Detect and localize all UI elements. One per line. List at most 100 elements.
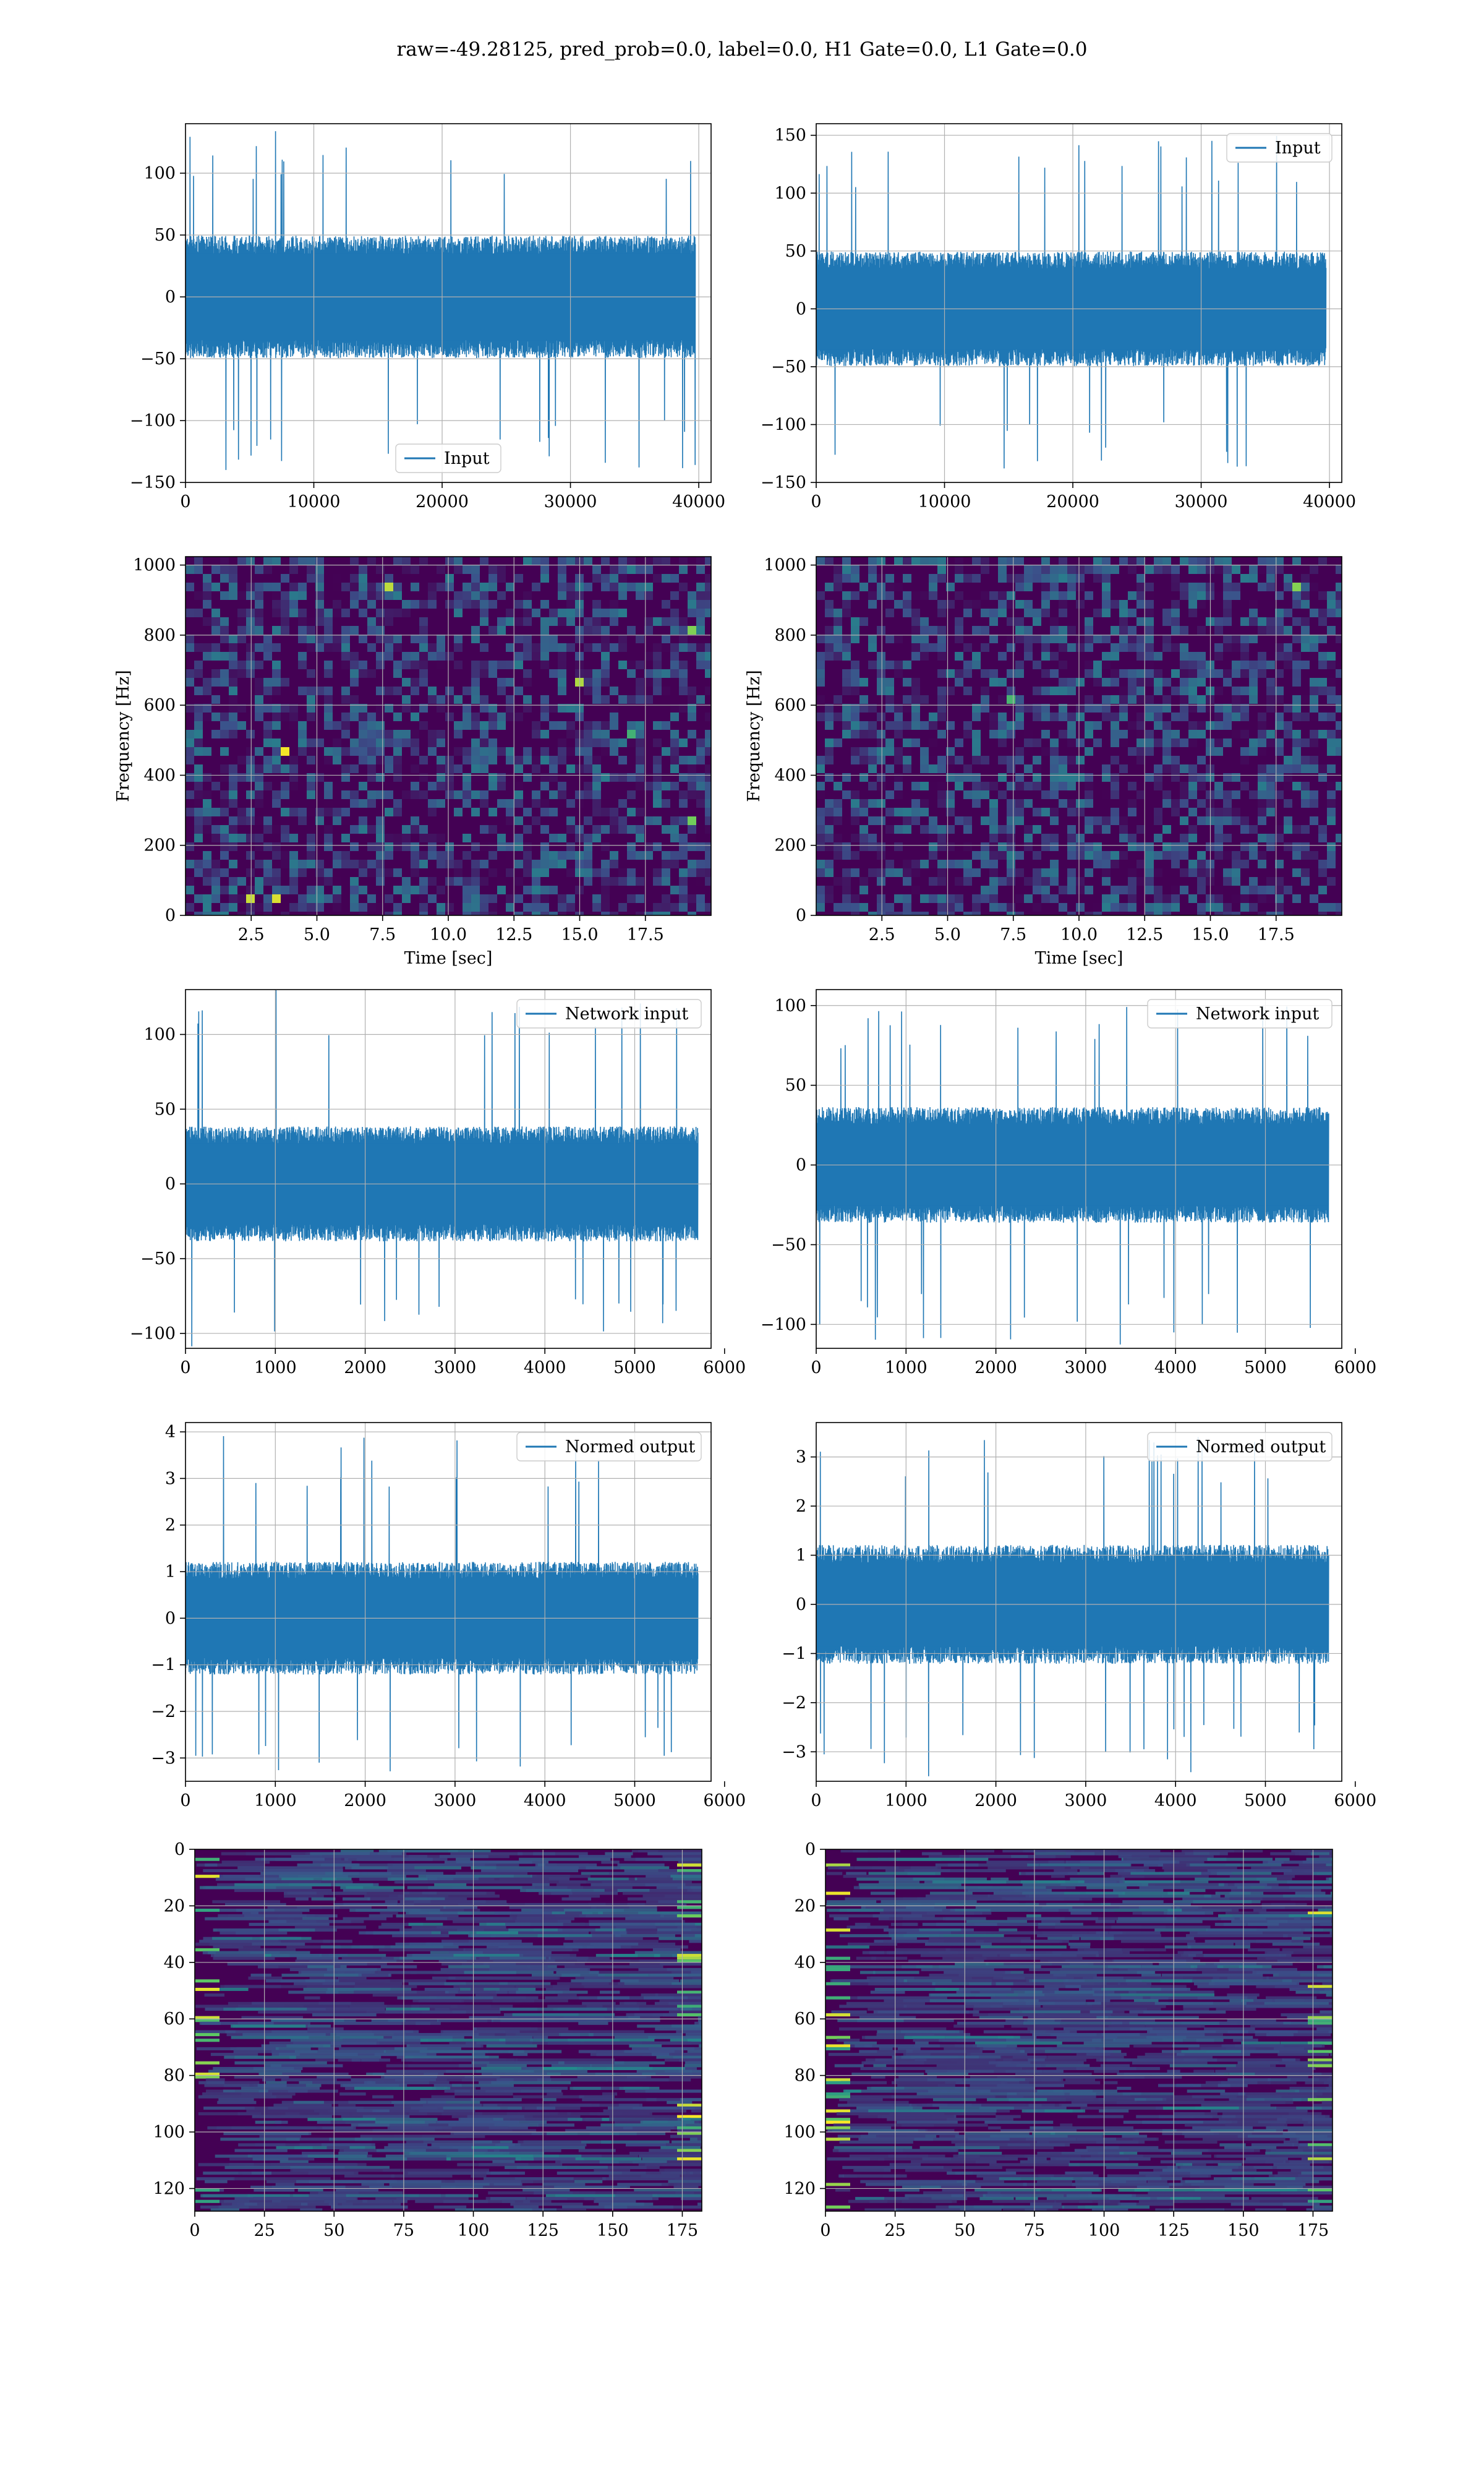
heatmap-streak: [1020, 1931, 1096, 1935]
heatmap-cell: [514, 617, 523, 626]
heatmap-cell: [1336, 730, 1342, 738]
heatmap-cell: [211, 894, 220, 903]
heatmap-cell: [1240, 704, 1249, 713]
x-tick-label: 3000: [434, 1358, 477, 1377]
heatmap-cell: [194, 782, 203, 790]
heatmap-streak: [458, 1903, 526, 1906]
heatmap-streak: [1263, 1860, 1333, 1864]
heatmap-cell: [229, 704, 237, 713]
heatmap-cell: [1188, 721, 1197, 730]
heatmap-cell: [1093, 851, 1102, 860]
heatmap-streak: [700, 2172, 702, 2175]
heatmap-cell: [903, 877, 911, 886]
heatmap-cell: [1327, 687, 1336, 695]
heatmap-streak: [1209, 1852, 1228, 1856]
heatmap-streak: [591, 1883, 686, 1886]
heatmap-streak: [950, 1908, 1059, 1912]
heatmap-streak: [343, 1888, 394, 1893]
heatmap-cell: [350, 574, 359, 583]
heatmap-streak: [1275, 1857, 1290, 1861]
heatmap-cell: [825, 756, 834, 764]
heatmap-cell: [220, 790, 229, 799]
heatmap-cell: [636, 773, 644, 782]
heatmap-cell: [1059, 773, 1067, 782]
heatmap-cell: [679, 617, 688, 626]
heatmap-streak: [674, 2177, 702, 2181]
heatmap-streak: [565, 1937, 643, 1940]
heatmap-cell: [937, 652, 946, 661]
legend-box: [516, 999, 702, 1029]
heatmap-cell: [592, 687, 601, 695]
heatmap-streak: [290, 2039, 394, 2042]
heatmap-cell: [315, 565, 324, 574]
heatmap-cell: [1059, 600, 1067, 609]
heatmap-cell: [341, 764, 350, 773]
heatmap-streak: [691, 1985, 702, 1988]
heatmap-streak: [845, 1897, 948, 1901]
heatmap-streak: [515, 2058, 615, 2062]
heatmap-cell: [211, 730, 220, 738]
heatmap-cell: [937, 756, 946, 764]
heatmap-cell: [1128, 894, 1136, 903]
heatmap-cell: [1119, 738, 1128, 747]
heatmap-cell: [955, 894, 963, 903]
heatmap-cell: [963, 860, 972, 868]
heatmap-cell: [688, 782, 696, 790]
heatmap-cell: [203, 652, 211, 661]
heatmap-streak: [271, 2199, 367, 2203]
heatmap-cell: [1318, 825, 1327, 834]
y-tick-label: 120: [153, 2179, 185, 2198]
heatmap-cell: [376, 860, 385, 868]
heatmap-cell: [1111, 721, 1119, 730]
heatmap-cell: [229, 877, 237, 886]
heatmap-streak: [687, 2050, 702, 2053]
heatmap-cell: [825, 704, 834, 713]
heatmap-cell: [194, 661, 203, 669]
heatmap-cell: [246, 808, 255, 816]
heatmap-cell: [497, 782, 506, 790]
heatmap-cell: [705, 591, 711, 600]
heatmap-cell: [696, 756, 705, 764]
heatmap-streak: [411, 2126, 509, 2129]
heatmap-cell: [1136, 825, 1145, 834]
heatmap-streak: [556, 1971, 599, 1974]
heatmap-streak: [472, 2035, 533, 2039]
heatmap-streak: [617, 2016, 641, 2019]
heatmap-streak: [499, 2039, 534, 2042]
heatmap-streak: [383, 2168, 489, 2172]
heatmap-streak: [246, 2109, 357, 2113]
x-axis-label: Time [sec]: [404, 949, 493, 968]
heatmap-cell: [194, 816, 203, 825]
heatmap-cell: [1318, 678, 1327, 687]
heatmap-streak: [966, 1920, 1028, 1924]
heatmap-streak: [454, 2180, 521, 2183]
heatmap-cell: [419, 825, 428, 834]
heatmap-cell: [246, 894, 255, 903]
heatmap-streak: [586, 2005, 603, 2008]
heatmap-streak: [591, 1906, 629, 1909]
heatmap-cell: [1007, 816, 1015, 825]
heatmap-streak: [684, 2064, 702, 2068]
heatmap-cell: [367, 842, 376, 851]
heatmap-streak: [1037, 1880, 1085, 1884]
heatmap-cell: [636, 635, 644, 643]
heatmap-cell: [1085, 730, 1093, 738]
heatmap-cell: [842, 557, 851, 565]
heatmap-cell: [298, 721, 307, 730]
heatmap-streak: [637, 2024, 702, 2028]
heatmap-cell: [1067, 834, 1076, 842]
heatmap-cell: [972, 713, 981, 721]
heatmap-streak: [491, 2019, 560, 2022]
heatmap-streak: [516, 1962, 585, 1966]
heatmap-streak: [524, 1903, 606, 1906]
heatmap-cell: [454, 557, 463, 565]
heatmap-streak: [608, 2174, 680, 2178]
heatmap-cell: [1119, 626, 1128, 635]
heatmap-cell: [1180, 695, 1188, 704]
heatmap-cell: [324, 713, 333, 721]
heatmap-cell: [385, 730, 393, 738]
heatmap-streak: [595, 2073, 645, 2076]
heatmap-cell: [1214, 626, 1223, 635]
heatmap-cell: [194, 790, 203, 799]
heatmap-streak: [619, 1945, 688, 1949]
